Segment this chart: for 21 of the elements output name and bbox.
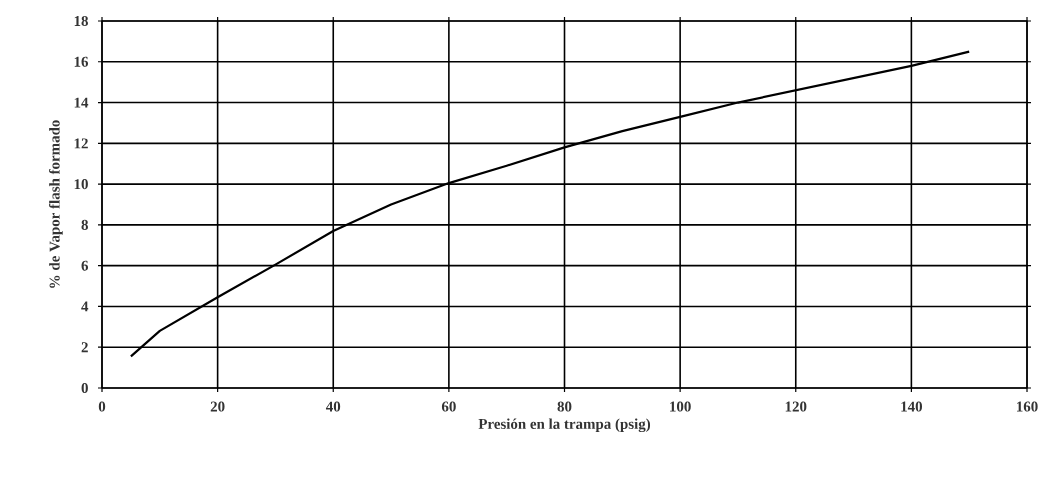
x-tick-label: 120 xyxy=(785,401,807,412)
x-tick-label: 20 xyxy=(210,401,225,412)
y-tick-label: 2 xyxy=(81,342,88,353)
x-tick-label: 80 xyxy=(557,401,572,412)
y-tick-label: 18 xyxy=(74,15,88,27)
y-axis-title: % de Vapor flash formado xyxy=(49,120,63,288)
x-tick-label: 60 xyxy=(441,401,456,412)
y-tick-label: 0 xyxy=(81,382,88,394)
x-axis-title: Presión en la trampa (psig) xyxy=(478,418,651,433)
x-tick-label: 100 xyxy=(670,401,691,412)
x-tick-label: 0 xyxy=(98,401,106,412)
x-tick-label: 140 xyxy=(901,401,923,412)
y-tick-label: 6 xyxy=(81,260,89,271)
y-tick-label: 10 xyxy=(74,179,88,190)
y-tick-label: 12 xyxy=(74,138,88,149)
y-tick-label: 14 xyxy=(74,97,89,108)
y-tick-label: 16 xyxy=(74,56,89,67)
y-tick-label: 4 xyxy=(81,301,89,312)
x-tick-label: 40 xyxy=(325,401,341,412)
x-tick-label: 160 xyxy=(1017,401,1038,412)
y-tick-label: 8 xyxy=(81,219,88,230)
